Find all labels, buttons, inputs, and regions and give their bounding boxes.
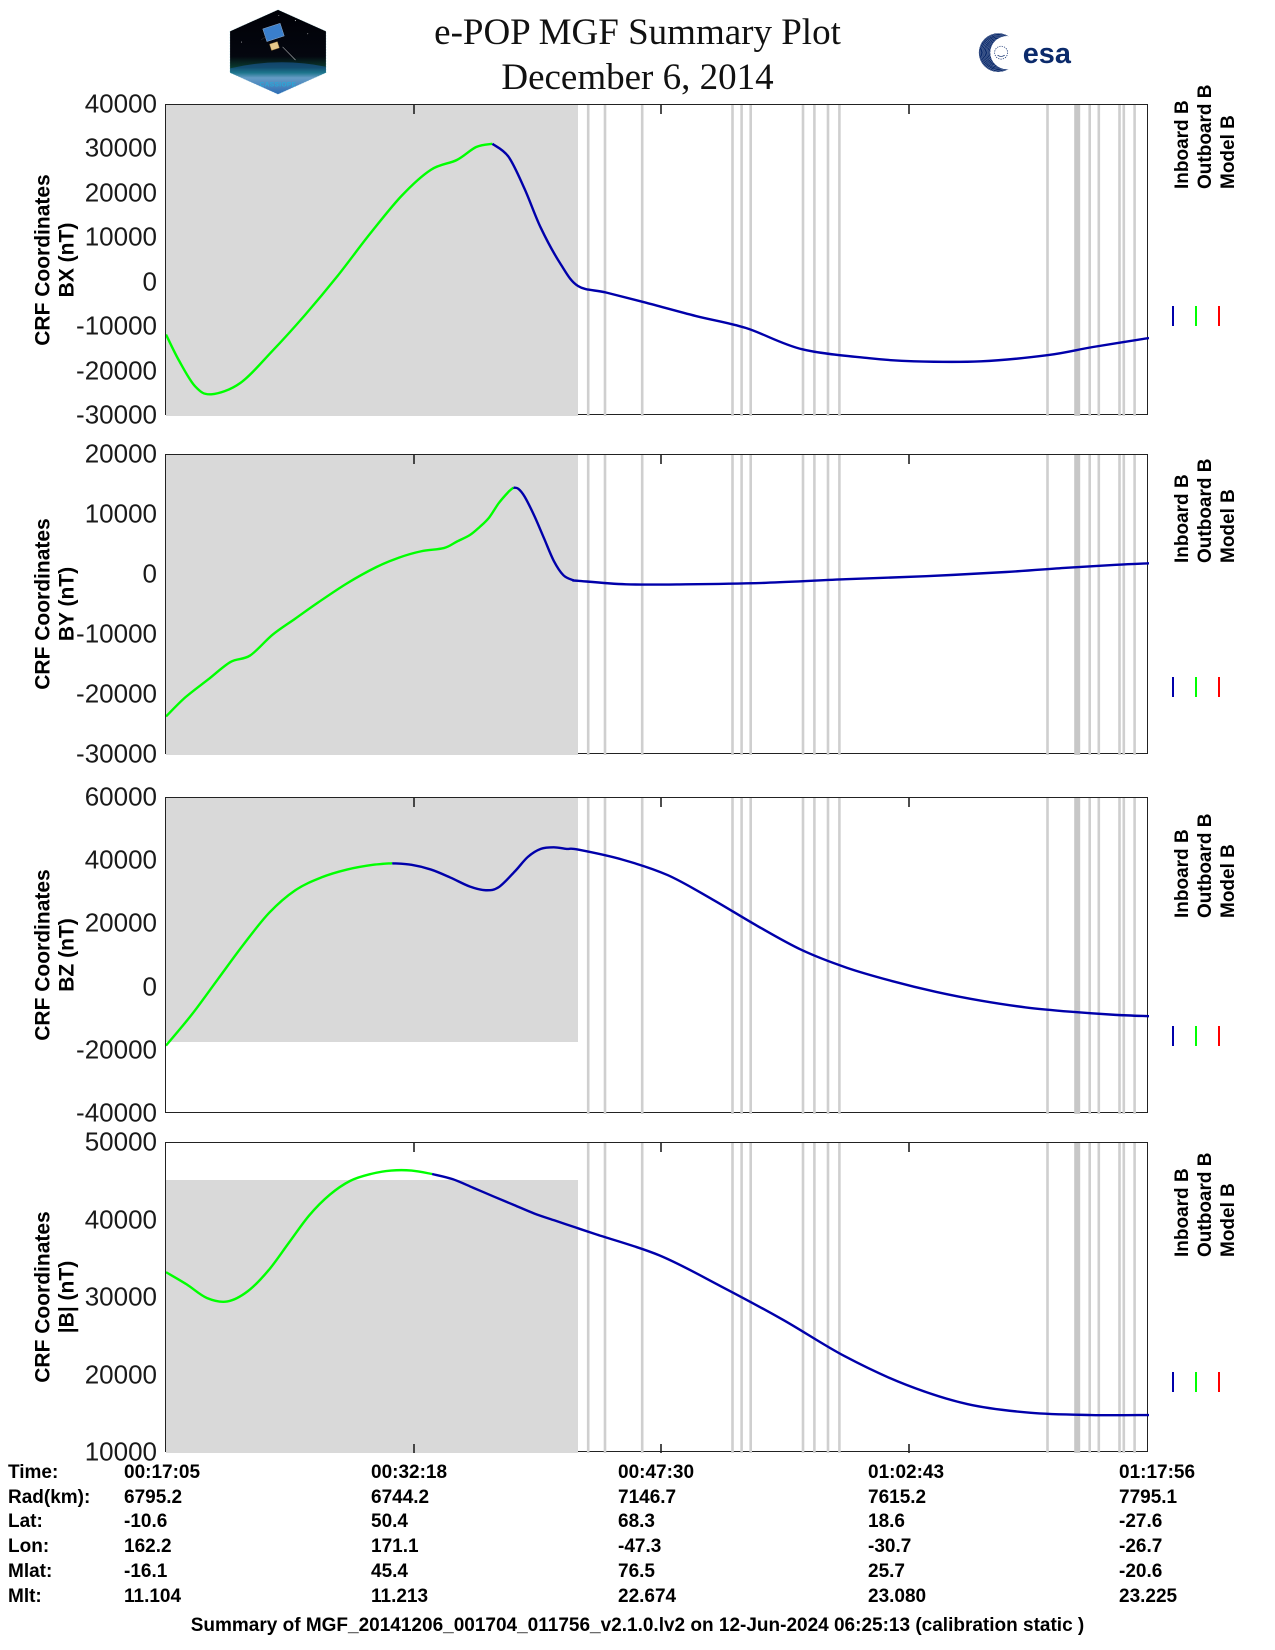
svg-text:esa: esa — [1023, 38, 1072, 70]
svg-text:CASSIOPE: CASSIOPE — [260, 82, 297, 89]
